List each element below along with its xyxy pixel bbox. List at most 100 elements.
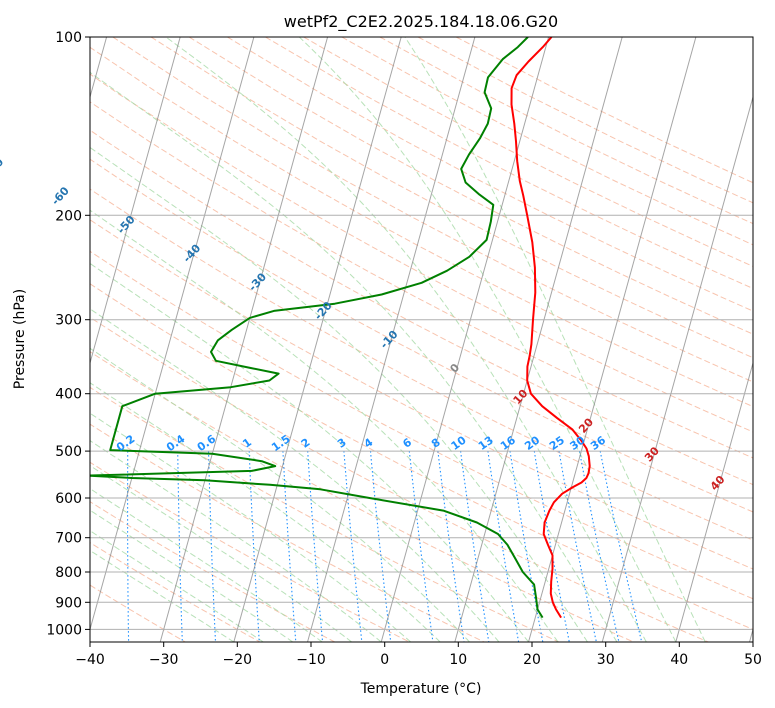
plot-frame (89, 36, 754, 643)
isotherm (307, 37, 476, 642)
profiles (90, 37, 591, 619)
y-tick-label: 900 (55, 595, 82, 611)
mixing-ratio-line (127, 451, 130, 642)
dry-adiabat (112, 37, 753, 383)
mixing-ratio-line (177, 451, 183, 642)
mixing-ratio-label: 25 (547, 434, 567, 453)
isotherm-label: -20 (312, 299, 335, 323)
dry-adiabat (227, 37, 753, 312)
y-tick-label: 100 (55, 30, 82, 46)
isotherm-label: 30 (642, 444, 662, 464)
isotherm-label: -60 (49, 184, 72, 208)
dry-adiabat (90, 501, 336, 642)
x-tick-label: −20 (223, 652, 253, 668)
y-axis-title: Pressure (hPa) (12, 289, 28, 389)
chart-title: wetPf2_C2E2.2025.184.18.06.G20 (284, 12, 558, 32)
isotherm (528, 37, 697, 642)
x-tick-label: 20 (523, 652, 541, 668)
y-tick-label: 500 (55, 444, 82, 460)
isotherm (380, 37, 550, 642)
mixing-ratio-line (437, 451, 465, 642)
mixing-ratio-line (408, 451, 434, 642)
mixing-ratio-label: 4 (362, 436, 376, 451)
x-tick-label: 0 (380, 652, 389, 668)
isotherm-label: -70 (0, 155, 6, 179)
moist-adiabat (90, 465, 352, 642)
dry-adiabat (341, 37, 753, 246)
y-tick-label: 300 (55, 313, 82, 329)
dry-adiabat (90, 461, 411, 642)
isotherm (90, 37, 181, 365)
isotherm-label: 20 (576, 415, 596, 435)
moist-adiabat (90, 412, 412, 642)
mixing-ratio-line (248, 451, 260, 642)
dry-adiabat (90, 73, 753, 433)
isotherm-label: -10 (378, 328, 401, 352)
moist-adiabat (90, 262, 529, 642)
moist-adiabat (90, 382, 441, 642)
y-tick-label: 200 (55, 208, 82, 224)
mixing-ratio-line (369, 451, 392, 642)
moist-adiabat (90, 509, 294, 642)
dry-adiabat (303, 37, 753, 267)
isotherm-label: 40 (708, 473, 728, 493)
mixing-ratio-line (599, 450, 643, 642)
mixing-ratio-label: 6 (400, 436, 414, 451)
moist-adiabat (90, 530, 264, 642)
isotherm-label: -40 (180, 241, 203, 265)
x-tick-label: 30 (597, 652, 615, 668)
mixing-ratio-line (343, 451, 363, 642)
y-tick-label: 800 (55, 565, 82, 581)
moist-adiabat (298, 37, 677, 642)
x-tick-label: −30 (149, 652, 179, 668)
moist-adiabat (90, 71, 618, 642)
dry-adiabat (90, 584, 187, 642)
dry-adiabat (379, 37, 753, 225)
dry-adiabat (90, 46, 753, 408)
moist-adiabat (404, 37, 706, 642)
dry-adiabat (90, 158, 753, 513)
x-axis-title: Temperature (°C) (360, 681, 482, 697)
dry-adiabat (150, 37, 753, 359)
moist-adiabat (90, 549, 235, 642)
x-tick-label: 10 (449, 652, 467, 668)
dry-adiabat (90, 386, 560, 642)
moist-adiabat (90, 308, 500, 642)
mixing-ratio-label: 16 (498, 433, 518, 453)
moist-adiabat (90, 209, 559, 642)
x-tick-label: 40 (670, 652, 688, 668)
isotherm-label: 10 (511, 387, 531, 407)
y-tick-label: 600 (55, 491, 82, 507)
isotherm-label: -30 (246, 270, 269, 294)
isotherm (749, 627, 753, 642)
isotherm (454, 37, 623, 642)
dry-adiabat (90, 316, 710, 642)
dry-adiabat (90, 423, 486, 642)
isotherm (601, 95, 753, 642)
x-tick-label: −10 (296, 652, 326, 668)
moist-adiabat (90, 440, 382, 642)
isotherm-label: -50 (115, 213, 138, 237)
y-tick-label: 700 (55, 531, 82, 547)
dry-adiabat (455, 37, 753, 184)
dry-adiabat (188, 37, 753, 335)
x-tick-label: 50 (744, 652, 762, 668)
x-tick-label: −40 (75, 652, 105, 668)
mixing-ratio-line (307, 451, 324, 642)
y-tick-label: 1000 (46, 622, 82, 638)
isotherm-label: 0 (447, 361, 462, 376)
dry-adiabat (90, 542, 262, 642)
pressure-gridlines (90, 37, 753, 630)
moist-adiabat (165, 37, 647, 642)
mixing-ratio-line (578, 451, 620, 642)
dewpoint-profile (90, 37, 544, 619)
temperature-profile (510, 37, 591, 619)
line-labels: 0.20.40.611.52346810131620253036-100-90-… (0, 155, 728, 493)
mixing-ratio-line (509, 451, 544, 642)
mixing-ratio-line (558, 451, 597, 642)
mixing-ratio-line (282, 451, 297, 642)
isotherm (90, 37, 255, 632)
moist-adiabat (90, 488, 323, 642)
